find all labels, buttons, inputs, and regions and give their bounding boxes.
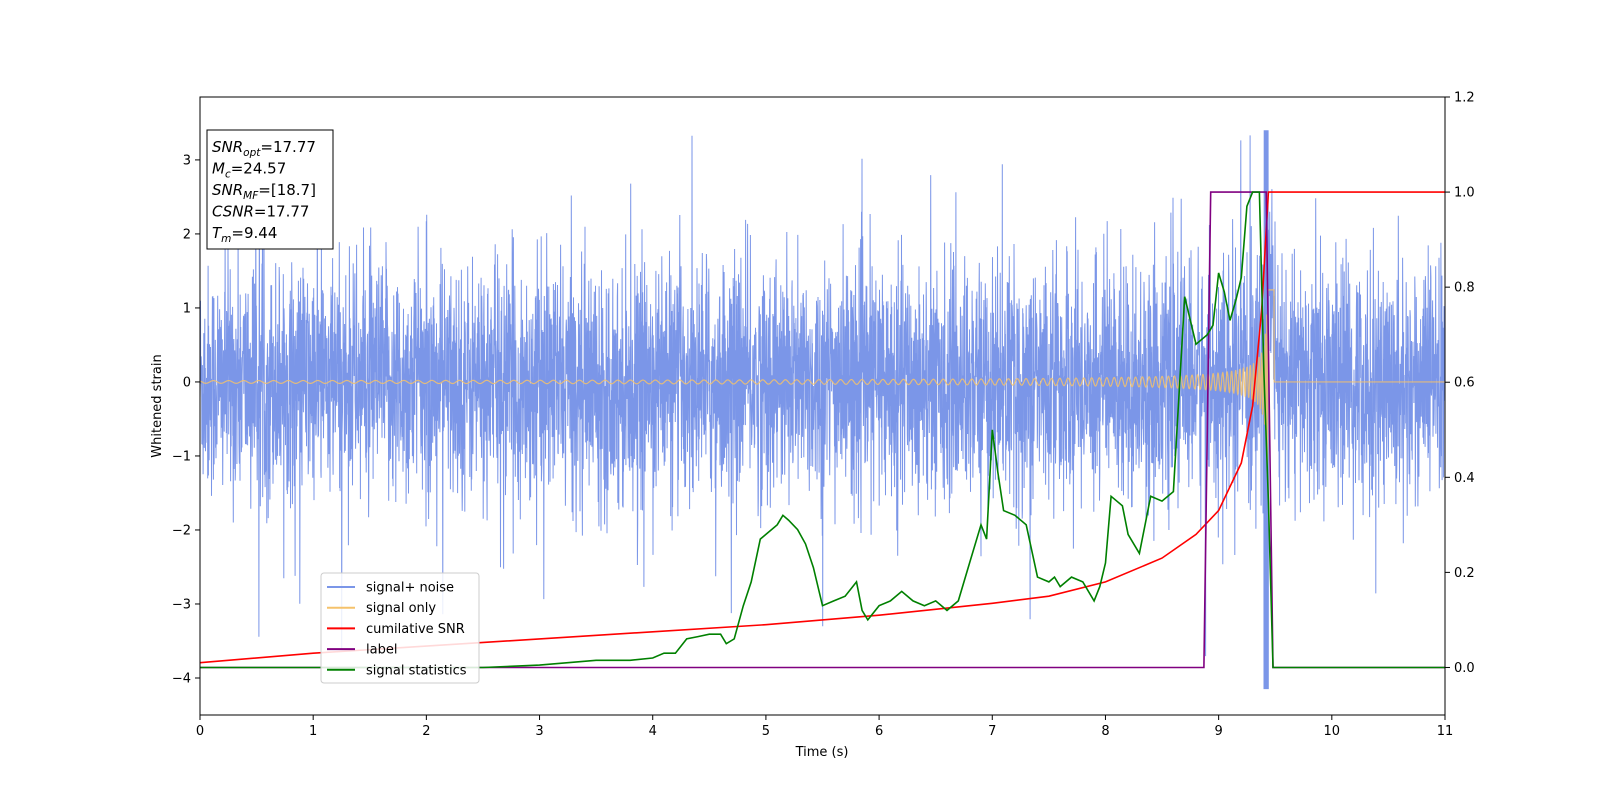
series-cumulative-snr-line [200,191,1445,664]
legend: signal+ noise signal only cumilative SNR la… [320,572,480,684]
x-tick-label: 3 [535,724,543,739]
legend-label: signal statistics [366,663,467,678]
axes-frame [199,96,1446,716]
annotation-line: Tm=9.44 [212,224,277,245]
y-tick-label: 1 [183,301,191,316]
annotation-line: SNRopt=17.77 [212,138,316,159]
legend-label: signal only [366,601,436,616]
series-signal-statistics-line [200,191,1445,669]
annotation-frame [206,129,334,250]
x-tick-label: 0 [196,724,204,739]
y2-tick-label: 0.0 [1454,661,1475,676]
annotation-line: SNRMF=[18.7] [212,181,316,202]
x-axis-label: Time (s) [795,745,849,760]
series-signal-only-line [200,289,1445,475]
y-tick-label: −4 [172,671,191,686]
y-tick-label: 0 [183,375,191,390]
legend-frame [320,572,480,684]
x-tick-label: 1 [309,724,317,739]
y-tick-label: −1 [172,449,191,464]
series-signal-noise-line [200,130,1445,690]
y2-tick-label: 0.4 [1454,471,1475,486]
legend-label: signal+ noise [366,581,454,596]
x-axis: 0 1 2 3 4 5 6 7 8 9 10 11 [196,715,1453,739]
x-tick-label: 11 [1437,724,1454,739]
y2-tick-label: 0.8 [1454,281,1475,296]
y2-tick-label: 1.2 [1454,91,1475,106]
y2-tick-label: 0.2 [1454,566,1475,581]
x-tick-label: 2 [422,724,430,739]
legend-label: label [366,643,397,658]
y-axis-right: 0.0 0.2 0.4 0.6 0.8 1.0 1.2 [1445,91,1475,676]
x-tick-label: 8 [1101,724,1109,739]
y-axis-left: −4 −3 −2 −1 0 1 2 3 [172,153,200,686]
x-tick-label: 9 [1214,724,1222,739]
y2-tick-label: 0.6 [1454,376,1475,391]
annotation-line: Mc=24.57 [212,160,286,181]
x-tick-label: 6 [875,724,883,739]
legend-label: cumilative SNR [366,622,465,637]
y-tick-label: −2 [172,523,191,538]
x-tick-label: 7 [988,724,996,739]
x-tick-label: 10 [1324,724,1341,739]
y-tick-label: 3 [183,153,191,168]
annotation-line: CSNR=17.77 [212,203,309,221]
y-tick-label: −3 [172,597,191,612]
y-axis-label: Whitened strain [150,354,165,457]
x-tick-label: 4 [649,724,657,739]
parameter-annotation-box: SNRopt=17.77Mc=24.57SNRMF=[18.7]CSNR=17.… [206,129,334,250]
plot-area [200,130,1445,690]
x-tick-label: 5 [762,724,770,739]
y2-tick-label: 1.0 [1454,186,1475,201]
y-tick-label: 2 [183,227,191,242]
